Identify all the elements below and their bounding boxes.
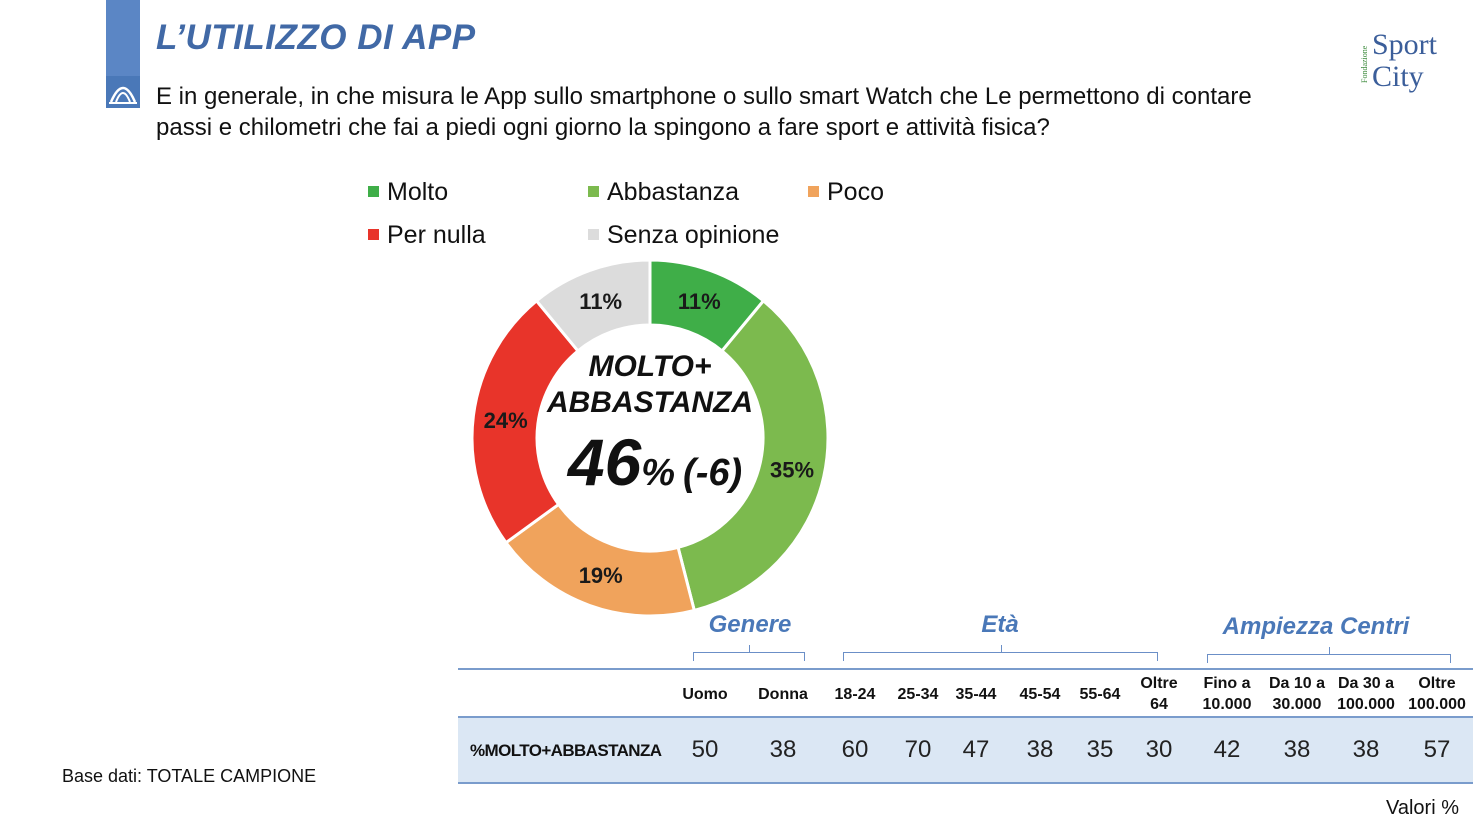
legend-label-abbastanza: Abbastanza xyxy=(607,178,740,206)
brand-fondazione-text: Fondazione xyxy=(1360,45,1369,83)
donut-slice-abbastanza xyxy=(676,298,830,613)
table-cell-da-10-a-30000: 38 xyxy=(1283,736,1311,763)
column-header-fino-a-10000: Fino a 10.000 xyxy=(1202,675,1252,713)
table-cell-45-54: 38 xyxy=(1026,736,1054,763)
table-cell-55-64: 35 xyxy=(1086,736,1114,763)
table-cell-25-34: 70 xyxy=(904,736,932,763)
bracket-tick-ampiezza-centri xyxy=(1329,647,1330,654)
column-header-35-44: 35-44 xyxy=(955,685,997,703)
row-label: %MOLTO+ABBASTANZA xyxy=(470,741,662,760)
column-header-18-24: 18-24 xyxy=(834,685,876,703)
table-cell-oltre-64: 30 xyxy=(1145,736,1173,763)
brand-word-sport: Sport xyxy=(1372,28,1438,61)
column-header-da-10-a-30000: Da 10 a 30.000 xyxy=(1268,675,1326,713)
table-cell-oltre-100000: 57 xyxy=(1423,736,1451,763)
legend-label-poco: Poco xyxy=(827,178,884,206)
donut-label-poco: 19% xyxy=(579,563,623,588)
donut-center-number: 46 xyxy=(567,425,642,499)
arch-logo-icon xyxy=(106,76,140,108)
column-header-25-34: 25-34 xyxy=(897,685,939,703)
column-header-da-30-a-100000: Da 30 a 100.000 xyxy=(1337,675,1395,713)
donut-center-label-line1: MOLTO+ xyxy=(588,350,712,383)
donut-label-per-nulla: 24% xyxy=(484,408,528,433)
table-cell-fino-a-10000: 42 xyxy=(1213,736,1241,763)
table-row xyxy=(458,716,1473,784)
legend-item-per-nulla: Per nulla xyxy=(368,221,486,250)
legend-label-senza-opinione: Senza opinione xyxy=(607,221,780,249)
legend-swatch-poco xyxy=(808,186,819,197)
donut-center-label-line2: ABBASTANZA xyxy=(546,386,754,419)
column-header-oltre-100000: Oltre 100.000 xyxy=(1408,675,1466,713)
table-cell-donna: 38 xyxy=(769,736,797,763)
column-header-uomo: Uomo xyxy=(682,685,728,703)
bracket-tick-eta xyxy=(1000,645,1002,652)
table-cell-da-30-a-100000: 38 xyxy=(1352,736,1380,763)
donut-center-unit: % xyxy=(641,452,676,494)
title-accent-bar xyxy=(106,0,140,82)
donut-label-senza-opinione: 11% xyxy=(579,289,622,314)
donut-center-change: (-6) xyxy=(683,452,743,494)
donut-chart: 11% 35% 19% 24% 11% xyxy=(470,258,830,618)
page-title: L’UTILIZZO DI APP xyxy=(156,18,476,57)
legend-swatch-senza-opinione xyxy=(588,229,599,240)
base-note: Base dati: TOTALE CAMPIONE xyxy=(62,766,317,786)
donut-label-molto: 11% xyxy=(678,289,721,314)
brand-logo: Fondazione Sport City xyxy=(1360,30,1460,94)
donut-slice-senza-opinione xyxy=(534,258,652,354)
bracket-genere xyxy=(693,645,805,661)
legend-item-senza-opinione: Senza opinione xyxy=(588,221,779,250)
legend-label-per-nulla: Per nulla xyxy=(387,221,486,249)
legend-item-abbastanza: Abbastanza xyxy=(588,178,739,207)
bracket-eta xyxy=(843,645,1158,661)
donut-center-value: 46% (-6) xyxy=(540,424,770,500)
legend-swatch-abbastanza xyxy=(588,186,599,197)
column-header-55-64: 55-64 xyxy=(1079,685,1121,703)
legend-swatch-per-nulla xyxy=(368,229,379,240)
table-cell-35-44: 47 xyxy=(962,736,990,763)
legend-item-molto: Molto xyxy=(368,178,448,207)
bracket-ampiezza-centri xyxy=(1207,647,1451,663)
group-label-eta: Età xyxy=(981,611,1019,638)
brand-word-city: City xyxy=(1372,60,1424,93)
table-cell-18-24: 60 xyxy=(841,736,869,763)
donut-label-abbastanza: 35% xyxy=(770,458,814,483)
table-cell-uomo: 50 xyxy=(691,736,719,763)
bracket-tick-genere xyxy=(749,645,750,652)
group-label-genere: Genere xyxy=(708,611,792,638)
legend-item-poco: Poco xyxy=(808,178,884,207)
column-header-45-54: 45-54 xyxy=(1019,685,1061,703)
survey-question: E in generale, in che misura le App sull… xyxy=(156,83,1252,141)
legend-swatch-molto xyxy=(368,186,379,197)
legend-label-molto: Molto xyxy=(387,178,449,206)
column-header-donna: Donna xyxy=(758,685,808,703)
donut-slice-per-nulla xyxy=(470,298,581,545)
units-note: Valori % xyxy=(1386,797,1459,819)
table-top-rule xyxy=(458,668,1473,670)
column-header-oltre-64: Oltre 64 xyxy=(1140,675,1178,713)
group-label-ampiezza-centri: Ampiezza Centri xyxy=(1222,613,1410,640)
